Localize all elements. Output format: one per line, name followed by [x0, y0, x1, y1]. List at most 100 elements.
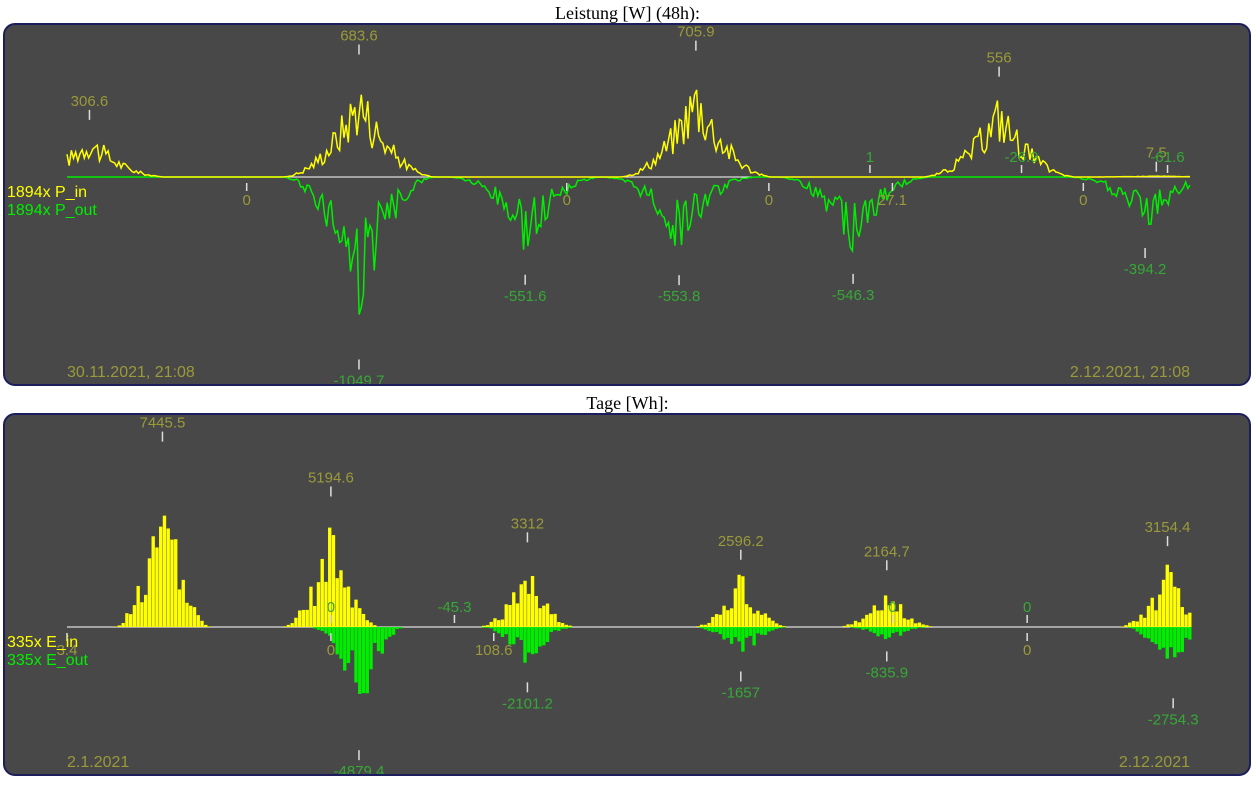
bar-e-out [722, 627, 726, 640]
bar-e-out [331, 627, 336, 644]
bar-e-in [177, 589, 182, 627]
bar-e-in [718, 614, 723, 627]
bar-e-in [883, 595, 888, 627]
bar-e-in [868, 613, 873, 627]
peak-label-out: -553.8 [658, 288, 701, 305]
bar-e-out [741, 627, 745, 652]
bar-e-in [1120, 626, 1124, 627]
bar-e-in [113, 626, 118, 627]
bar-e-out [917, 627, 922, 628]
power-chart: 306.6 683.6 705.9 556 7.5 1 -26.9 -61.6 -1049.7 -… [7, 25, 1191, 384]
energy-chart-panel: 7445.5 5194.6 3312 2596.2 2164.7 3154.4 -45.3 0… [3, 413, 1251, 776]
bar-e-in [286, 624, 291, 627]
peak-label-in: 683.6 [340, 28, 378, 45]
bar-e-out [1169, 627, 1173, 648]
bar-e-in [489, 621, 493, 627]
bar-e-out [538, 627, 542, 647]
bar-e-in [196, 615, 200, 627]
bar-e-out [891, 627, 895, 634]
bar-e-in [519, 584, 523, 627]
bar-e-in [121, 622, 125, 627]
bar-e-out [699, 627, 704, 629]
bar-e-in [350, 607, 354, 627]
bar-e-out [1161, 627, 1166, 648]
bar-e-in [309, 586, 313, 627]
bar-e-in [763, 613, 768, 627]
value-label-in: -26.9 [1004, 149, 1038, 166]
value-label-out: 0 [563, 192, 571, 209]
bar-e-in [155, 547, 159, 627]
bar-e-in [756, 610, 760, 627]
bar-e-out [316, 627, 321, 630]
x-range-end: 2.12.2021, 21:08 [1070, 364, 1190, 381]
bar-e-in [696, 626, 700, 627]
legend-in: 1894x P_in [7, 184, 87, 201]
bar-e-in [707, 622, 711, 627]
bar-e-in [1173, 586, 1177, 627]
bar-e-in [361, 613, 366, 627]
bar-e-in [365, 620, 369, 627]
bar-e-out [910, 627, 914, 629]
bar-e-in [534, 596, 538, 627]
bar-e-out [1143, 627, 1147, 638]
bar-e-out [527, 627, 531, 653]
bar-e-out [564, 627, 569, 629]
bar-e-in [782, 626, 786, 627]
bar-e-out [782, 627, 786, 628]
peak-label-in: 5194.6 [308, 469, 354, 486]
peak-label-in: 556 [987, 50, 1012, 67]
peak-label-in: 3154.4 [1145, 519, 1191, 536]
value-label-in: 1 [866, 149, 874, 166]
bar-e-out [1150, 627, 1154, 643]
bar-e-in [369, 622, 373, 627]
bar-e-out [384, 627, 388, 640]
bar-e-out [482, 627, 486, 628]
bar-e-out [557, 627, 561, 631]
bar-e-out [339, 627, 343, 659]
bar-e-in [902, 618, 907, 627]
bar-e-out [759, 627, 764, 635]
bar-e-out [906, 627, 910, 631]
bar-e-in [1158, 594, 1162, 627]
peak-label-in: 306.6 [71, 93, 109, 110]
bar-e-in [136, 585, 140, 627]
bar-e-out [553, 627, 557, 631]
bar-e-in [1165, 564, 1169, 627]
bar-e-out [733, 627, 738, 638]
bar-e-out [1165, 627, 1169, 659]
value-label-in: -45.3 [437, 599, 471, 616]
bar-e-out [729, 627, 734, 644]
bar-e-out [883, 627, 888, 640]
peak-label-out: -551.6 [504, 288, 547, 305]
bar-e-in [545, 603, 550, 627]
bar-e-out [560, 627, 565, 629]
bar-e-out [872, 627, 877, 634]
peak-label-in: 2596.2 [718, 533, 764, 550]
bar-e-in [324, 581, 328, 627]
bar-e-in [328, 527, 332, 627]
chart-title-days: Tage [Wh]: [586, 393, 669, 413]
series-line-p-in [66, 89, 1191, 178]
bar-e-out [512, 627, 516, 645]
value-label-out: 0 [1023, 642, 1031, 659]
bar-e-in [549, 614, 554, 627]
bar-e-out [542, 627, 546, 646]
peak-label-in: 705.9 [677, 25, 715, 41]
bar-e-in [857, 622, 861, 627]
bar-e-in [1143, 617, 1147, 627]
bar-e-in [504, 604, 508, 627]
peak-label-in: 7.5 [1146, 145, 1167, 162]
bar-e-in [290, 623, 294, 627]
bar-e-out [876, 627, 880, 637]
bar-e-in [144, 594, 148, 627]
bar-e-out [711, 627, 715, 633]
peak-label-out: -1049.7 [334, 372, 385, 384]
bar-e-out [853, 627, 858, 629]
bar-e-out [756, 627, 760, 634]
bar-e-in [928, 626, 933, 627]
bar-e-in [703, 624, 707, 627]
bar-e-out [771, 627, 775, 631]
bar-e-out [737, 627, 741, 642]
bar-e-out [703, 627, 707, 630]
bar-e-out [350, 627, 354, 651]
